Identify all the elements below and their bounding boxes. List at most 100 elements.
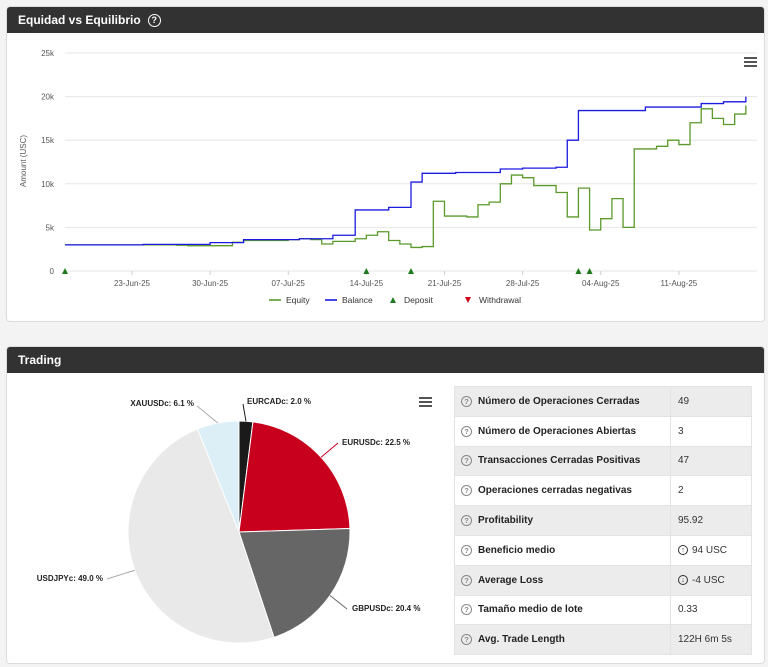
deposit-marker[interactable] [363,268,370,274]
x-tick-label: 23-Jun-25 [114,279,151,288]
stat-label-cell: ? Número de Operaciones Cerradas [454,386,671,417]
pie-label: GBPUSDc: 20.4 % [352,604,420,613]
stat-value: 122H 6m 5s [678,634,732,646]
legend-swatch [465,297,471,303]
series-line-balance [65,96,747,246]
pie-slice[interactable] [238,421,351,533]
y-tick-label: 10k [41,180,55,189]
pie-connector [106,569,135,580]
x-tick-label: 04-Aug-25 [582,279,620,288]
question-circle-icon[interactable]: ? [461,604,472,616]
stat-value-cell: 2 [670,475,752,507]
stat-label-cell: ? Transacciones Cerradas Positivas [454,445,671,477]
panel-header: Equidad vs Equilibrio ? [7,7,764,33]
pie-label: XAUUSDc: 6.1 % [130,399,194,408]
stat-value-cell: 95.92 [670,505,752,536]
x-tick-label: 28-Jul-25 [506,279,540,288]
pie-connector [242,403,247,422]
stat-value: 47 [678,455,690,467]
stat-label: Average Loss [478,574,544,586]
question-circle-icon[interactable]: ? [461,515,472,527]
stats-row: ? Tamaño medio de lote 0.33 [454,594,752,626]
stat-value-cell: 3 [670,415,752,447]
pie-slice[interactable] [127,428,275,644]
legend-swatch [390,297,396,303]
legend-item-balance[interactable]: Balance [342,295,373,305]
stat-label: Tamaño medio de lote [478,604,583,616]
pie-menu-icon[interactable] [419,397,432,407]
pie-connector [320,442,339,458]
legend-item-equity[interactable]: Equity [286,295,310,305]
x-tick-label: 11-Aug-25 [660,279,697,288]
stat-label-cell: ? Avg. Trade Length [454,624,671,656]
legend-item-withdrawal[interactable]: Withdrawal [479,295,521,305]
question-circle-icon[interactable]: ? [147,13,161,27]
question-circle-icon[interactable]: ? [461,634,472,646]
stat-label: Avg. Trade Length [478,634,565,646]
stat-label: Profitability [478,515,534,527]
x-tick-label: 14-Jul-25 [350,279,384,288]
pie-label: EURUSDc: 22.5 % [342,438,410,447]
stat-value-cell: ↓ -4 USC [670,564,752,596]
question-circle-icon[interactable]: ? [461,485,472,497]
stat-value-cell: 47 [670,445,752,477]
stat-value-cell: 122H 6m 5s [670,624,752,656]
stats-row: ? Avg. Trade Length 122H 6m 5s [454,624,752,656]
stat-label-cell: ? Profitability [454,505,671,536]
stat-label: Transacciones Cerradas Positivas [478,455,641,467]
trading-panel: Trading EURCADc: 2.0 % EURUSDc: 22.5 % GBP… [6,346,765,664]
deposit-marker[interactable] [408,268,414,274]
x-tick-label: 21-Jul-25 [428,279,462,288]
stats-row: ? Transacciones Cerradas Positivas 47 [454,445,752,477]
stat-label: Número de Operaciones Cerradas [478,395,640,407]
y-tick-label: 25k [41,49,55,58]
question-circle-icon[interactable]: ? [461,544,472,556]
question-circle-icon[interactable]: ? [461,574,472,586]
stat-value: -4 USC [692,574,725,586]
question-circle-icon[interactable]: ? [461,425,472,437]
pie-slice[interactable] [196,420,240,533]
equity-balance-panel: Equidad vs Equilibrio ? 0 5k 10k 15k 20k 25k … [6,6,765,322]
stat-label-cell: ? Average Loss [454,564,671,596]
series-line-equity [65,105,747,249]
stat-value: 2 [678,485,684,497]
y-tick-label: 5k [46,223,55,232]
pie-label: USDJPYc: 49.0 % [37,574,103,583]
deposit-marker[interactable] [62,268,68,274]
stat-label-cell: ? Operaciones cerradas negativas [454,475,671,507]
pie-connector [329,595,348,610]
deposit-marker[interactable] [575,268,582,274]
stat-value: 95.92 [678,515,704,527]
stats-row: ? Average Loss ↓ -4 USC [454,564,752,596]
stat-label: Operaciones cerradas negativas [478,485,632,497]
y-axis-label: Amount (USC) [19,135,28,187]
arrow-up-circle-icon: ↑ [678,545,688,556]
pie-slice[interactable] [238,527,351,638]
chart-menu-icon[interactable] [744,57,757,67]
stat-label: Número de Operaciones Abiertas [478,425,637,437]
stats-row: ? Beneficio medio ↑ 94 USC [454,534,752,566]
stats-row: ? Operaciones cerradas negativas 2 [454,475,752,507]
stat-label-cell: ? Beneficio medio [454,534,671,566]
x-tick-label: 30-Jun-25 [192,279,229,288]
deposit-marker[interactable] [586,268,593,274]
question-circle-icon[interactable]: ? [461,455,472,467]
panel-title: Equidad vs Equilibrio [18,13,141,27]
stat-value: 3 [678,425,684,437]
legend-item-deposit[interactable]: Deposit [404,295,433,305]
question-circle-icon[interactable]: ? [461,395,472,407]
x-tick-label: 07-Jul-25 [272,279,306,288]
panel-header: Trading [7,347,764,373]
trading-stats-table: ? Número de Operaciones Cerradas 49? Número… [454,386,752,656]
stat-label: Beneficio medio [478,544,556,556]
pie-label: EURCADc: 2.0 % [247,397,311,406]
stat-value: 49 [678,395,690,407]
y-tick-label: 0 [50,267,55,276]
stat-label-cell: ? Tamaño medio de lote [454,594,671,626]
symbol-distribution-pie-chart: EURCADc: 2.0 % EURUSDc: 22.5 % GBPUSDc: 20… [37,397,420,644]
stat-value: 0.33 [678,604,698,616]
y-tick-label: 20k [41,93,55,102]
stat-value-cell: 0.33 [670,594,752,626]
pie-connector [196,405,219,424]
stats-row: ? Número de Operaciones Cerradas 49 [454,386,752,417]
